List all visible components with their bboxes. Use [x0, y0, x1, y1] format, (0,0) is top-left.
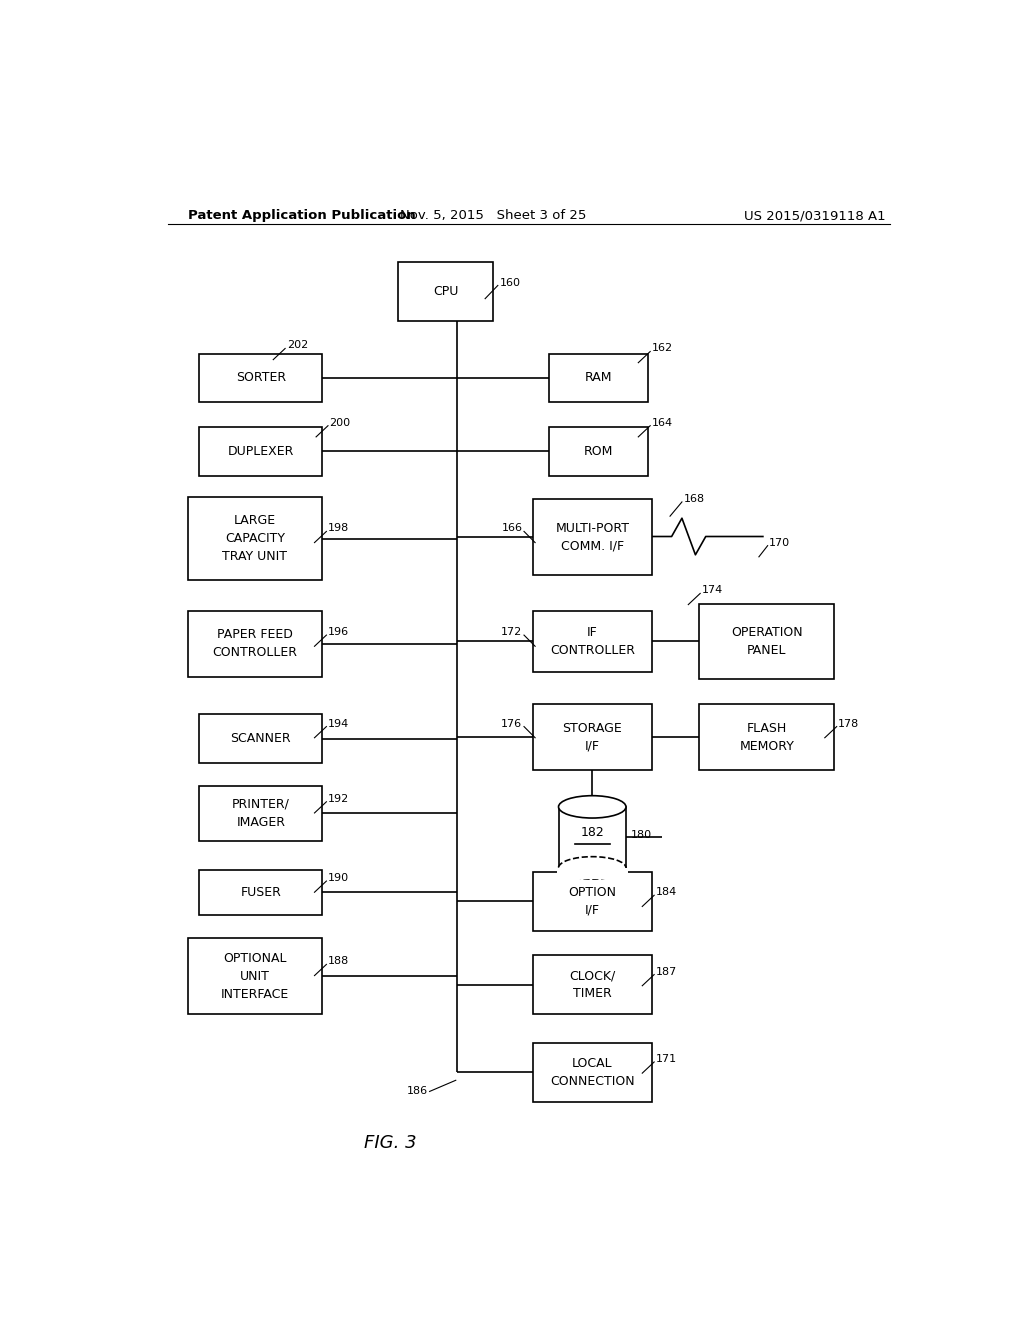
- Text: 200: 200: [330, 417, 350, 428]
- Text: 180: 180: [631, 830, 651, 841]
- Text: US 2015/0319118 A1: US 2015/0319118 A1: [744, 210, 886, 222]
- FancyBboxPatch shape: [532, 704, 652, 771]
- Text: OPTION
I/F: OPTION I/F: [568, 886, 616, 917]
- Text: Nov. 5, 2015   Sheet 3 of 25: Nov. 5, 2015 Sheet 3 of 25: [399, 210, 587, 222]
- Text: FIG. 3: FIG. 3: [364, 1134, 416, 1152]
- Text: 188: 188: [328, 957, 349, 966]
- Text: 202: 202: [287, 341, 308, 350]
- Text: FLASH
MEMORY: FLASH MEMORY: [739, 722, 795, 752]
- Text: MULTI-PORT
COMM. I/F: MULTI-PORT COMM. I/F: [555, 521, 630, 553]
- Text: 174: 174: [701, 585, 723, 595]
- Text: LARGE
CAPACITY
TRAY UNIT: LARGE CAPACITY TRAY UNIT: [222, 513, 288, 564]
- FancyBboxPatch shape: [532, 1043, 652, 1102]
- FancyBboxPatch shape: [397, 263, 494, 321]
- FancyBboxPatch shape: [200, 426, 323, 475]
- FancyBboxPatch shape: [699, 704, 835, 771]
- Text: 187: 187: [655, 966, 677, 977]
- Text: 198: 198: [328, 523, 349, 533]
- Text: CPU: CPU: [433, 285, 458, 298]
- Text: 194: 194: [328, 718, 349, 729]
- Text: 186: 186: [407, 1086, 428, 1097]
- FancyBboxPatch shape: [532, 873, 652, 931]
- Text: SORTER: SORTER: [236, 371, 286, 384]
- Text: 171: 171: [655, 1053, 677, 1064]
- Ellipse shape: [558, 857, 626, 879]
- Text: 172: 172: [501, 627, 522, 638]
- Text: PAPER FEED
CONTROLLER: PAPER FEED CONTROLLER: [212, 628, 298, 659]
- FancyBboxPatch shape: [200, 354, 323, 403]
- Text: DUPLEXER: DUPLEXER: [227, 445, 294, 458]
- Text: ROM: ROM: [584, 445, 613, 458]
- FancyBboxPatch shape: [200, 870, 323, 915]
- FancyBboxPatch shape: [699, 603, 835, 678]
- FancyBboxPatch shape: [200, 714, 323, 763]
- FancyBboxPatch shape: [532, 499, 652, 576]
- FancyBboxPatch shape: [187, 611, 323, 677]
- Text: LOCAL
CONNECTION: LOCAL CONNECTION: [550, 1056, 635, 1088]
- Text: IF
CONTROLLER: IF CONTROLLER: [550, 626, 635, 656]
- Text: 168: 168: [684, 494, 705, 504]
- FancyBboxPatch shape: [549, 354, 648, 403]
- Text: Patent Application Publication: Patent Application Publication: [187, 210, 416, 222]
- Text: 190: 190: [328, 873, 349, 883]
- Text: PRINTER/
IMAGER: PRINTER/ IMAGER: [232, 799, 290, 829]
- Text: OPTIONAL
UNIT
INTERFACE: OPTIONAL UNIT INTERFACE: [221, 952, 289, 1001]
- FancyBboxPatch shape: [558, 807, 626, 867]
- Text: 196: 196: [328, 627, 349, 638]
- Text: 176: 176: [502, 718, 522, 729]
- Text: 182: 182: [581, 826, 604, 838]
- Text: 164: 164: [652, 417, 673, 428]
- Text: 162: 162: [652, 343, 673, 354]
- FancyBboxPatch shape: [532, 956, 652, 1014]
- FancyBboxPatch shape: [200, 785, 323, 841]
- Text: 184: 184: [655, 887, 677, 898]
- Text: 170: 170: [769, 537, 791, 548]
- Text: 192: 192: [328, 793, 349, 804]
- Text: 160: 160: [500, 279, 520, 288]
- Text: SCANNER: SCANNER: [230, 733, 291, 746]
- FancyBboxPatch shape: [187, 496, 323, 581]
- Text: 178: 178: [839, 718, 859, 729]
- Text: RAM: RAM: [585, 371, 612, 384]
- FancyBboxPatch shape: [549, 426, 648, 475]
- Text: OPERATION
PANEL: OPERATION PANEL: [731, 626, 803, 656]
- FancyBboxPatch shape: [557, 867, 628, 879]
- Ellipse shape: [558, 796, 626, 818]
- Text: FUSER: FUSER: [241, 886, 282, 899]
- Text: CLOCK/
TIMER: CLOCK/ TIMER: [569, 969, 615, 1001]
- FancyBboxPatch shape: [532, 611, 652, 672]
- Text: 166: 166: [502, 523, 522, 533]
- Text: STORAGE
I/F: STORAGE I/F: [562, 722, 623, 752]
- FancyBboxPatch shape: [187, 939, 323, 1014]
